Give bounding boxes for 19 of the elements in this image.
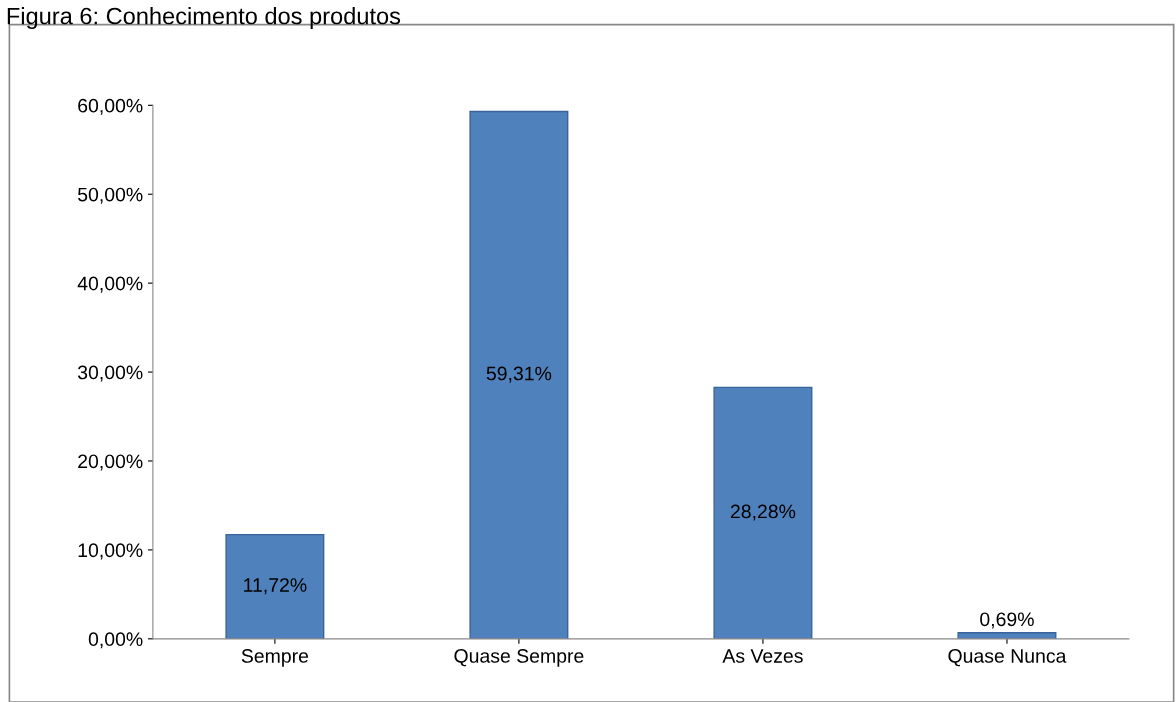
bar [469,110,569,639]
data-label: 0,69% [980,612,1034,629]
y-tick-label: 0,00% [88,632,143,649]
x-tick-label: Quase Nunca [948,649,1067,667]
bar [713,386,813,639]
y-tick-label: 20,00% [78,454,143,471]
y-tick-label: 60,00% [78,98,143,115]
data-label: 28,28% [730,504,796,521]
chart-title: Figura 6: Conhecimento dos produtos [7,7,401,30]
x-tick-label: As Vezes [722,649,803,663]
y-tick-label: 30,00% [77,365,143,382]
bar [225,533,325,639]
data-label: 11,72% [244,578,307,595]
y-tick-label: 40,00% [77,276,143,293]
y-tick-label: 50,00% [77,187,143,204]
data-label: 59,31% [486,366,552,383]
x-tick-label: Quase Sempre [454,649,584,667]
x-tick-label: Sempre [241,649,309,667]
y-tick-label: 10,00% [78,543,143,560]
